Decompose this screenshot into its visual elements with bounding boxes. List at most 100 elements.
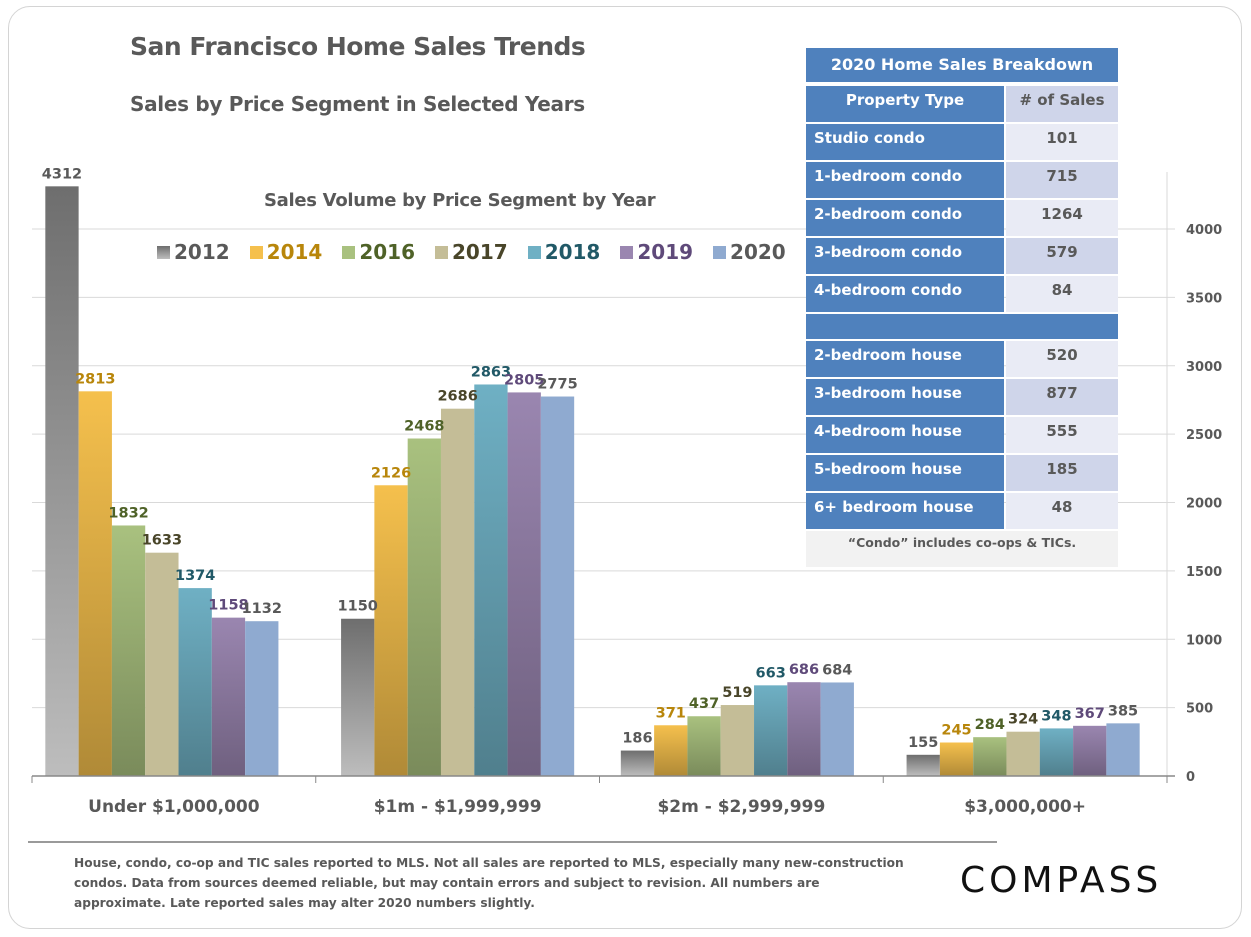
property-type: 4-bedroom house [806, 417, 1004, 453]
property-type: Studio condo [806, 124, 1004, 160]
table-row: 4-bedroom condo 84 [806, 276, 1118, 312]
sales-count: 715 [1006, 162, 1118, 198]
legend-item-2014: 2014 [249, 240, 323, 264]
table-row: 1-bedroom condo 715 [806, 162, 1118, 198]
table-row: Studio condo 101 [806, 124, 1118, 160]
legend-label: 2019 [637, 240, 694, 264]
data-label: 348 [1041, 708, 1071, 724]
data-label: 155 [908, 735, 938, 751]
legend-item-2019: 2019 [620, 240, 693, 264]
data-label: 4312 [42, 166, 82, 182]
legend-label: 2016 [359, 240, 416, 264]
data-label: 1633 [142, 533, 182, 549]
bar-2012-3 [906, 754, 940, 776]
axes: 0 500 1000 1500 2000 2500 3000 3500 4000 Under $1… [31, 172, 1222, 817]
data-label: 1132 [242, 601, 282, 617]
bar-2016-3 [973, 737, 1007, 776]
data-label: 284 [975, 717, 1005, 733]
bar-2017-3 [1006, 731, 1040, 776]
data-label: 2686 [437, 389, 477, 405]
data-label: 1832 [108, 505, 148, 521]
bar-2012-2 [620, 750, 655, 776]
legend-item-2012: 2012 [157, 240, 230, 264]
legend-item-2020: 2020 [713, 240, 786, 264]
legend-item-2016: 2016 [342, 240, 415, 264]
table-row: 2-bedroom house 520 [806, 341, 1118, 377]
sales-count: 1264 [1006, 200, 1118, 236]
y-tick-label: 4000 [1186, 223, 1222, 238]
chart-legend: 2012 2014 2016 2017 2018 2019 2020 [157, 240, 786, 264]
legend-label: 2018 [544, 240, 601, 264]
y-tick-label: 1500 [1186, 565, 1222, 580]
sales-count: 48 [1006, 493, 1118, 529]
data-label: 2863 [471, 364, 511, 380]
table-row: 3-bedroom house 877 [806, 379, 1118, 415]
bar-2016-2 [687, 716, 721, 776]
compass-logo: COMPASS [960, 860, 1163, 901]
bar-2014-2 [654, 725, 688, 776]
bar-2017-1 [440, 408, 475, 776]
data-label: 1158 [208, 598, 248, 614]
bar-2016-1 [407, 438, 441, 776]
bar-2018-2 [754, 685, 788, 776]
legend-swatch [713, 245, 727, 259]
bar-2018-1 [474, 384, 508, 776]
table-row: 3-bedroom condo 579 [806, 238, 1118, 274]
data-label: 1374 [175, 568, 215, 584]
x-tick-label: $1m - $1,999,999 [374, 797, 542, 817]
sales-count: 520 [1006, 341, 1118, 377]
bar-2012-0 [45, 186, 79, 777]
y-tick-label: 2500 [1186, 428, 1222, 443]
bar-2018-0 [178, 588, 212, 776]
sales-count: 555 [1006, 417, 1118, 453]
property-type: 3-bedroom house [806, 379, 1004, 415]
legend-swatch [435, 245, 449, 259]
section-separator [806, 314, 1118, 339]
y-tick-label: 500 [1186, 702, 1213, 717]
sales-count: 579 [1006, 238, 1118, 274]
bar-2020-3 [1106, 723, 1140, 776]
bar-2017-2 [720, 705, 755, 776]
data-label: 245 [941, 722, 971, 738]
x-tick-label: $3,000,000+ [964, 797, 1086, 817]
bar-2020-1 [540, 396, 575, 776]
bar-2017-0 [145, 552, 179, 776]
legend-swatch [620, 245, 634, 259]
data-label: 1150 [338, 599, 378, 615]
bar-2016-0 [111, 525, 146, 776]
sales-count: 185 [1006, 455, 1118, 491]
page-subtitle: Sales by Price Segment in Selected Years [130, 92, 585, 116]
y-tick-label: 3000 [1186, 360, 1222, 375]
x-tick-label: Under $1,000,000 [88, 797, 260, 817]
data-label: 2126 [371, 465, 411, 481]
chart-frame [8, 6, 1242, 929]
sales-count: 101 [1006, 124, 1118, 160]
bar-2019-0 [211, 617, 246, 776]
table-row: 2-bedroom condo 1264 [806, 200, 1118, 236]
data-label: 2813 [75, 371, 115, 387]
bar-2020-0 [245, 621, 279, 776]
table-row: 6+ bedroom house 48 [806, 493, 1118, 529]
bar-2014-3 [939, 742, 974, 776]
legend-label: 2020 [730, 240, 786, 264]
data-label: 684 [822, 662, 852, 678]
breakdown-note: “Condo” includes co-ops & TICs. [806, 531, 1118, 567]
chart-title: Sales Volume by Price Segment by Year [264, 190, 656, 211]
bar-2019-3 [1073, 725, 1107, 776]
sales-count: 877 [1006, 379, 1118, 415]
breakdown-table: 2020 Home Sales Breakdown Property Type … [806, 48, 1118, 567]
data-label: 686 [789, 662, 819, 678]
x-tick-label: $2m - $2,999,999 [657, 797, 825, 817]
legend-swatch [249, 245, 263, 259]
legend-label: 2014 [266, 240, 323, 264]
table-row: 4-bedroom house 555 [806, 417, 1118, 453]
footnote: House, condo, co-op and TIC sales report… [74, 856, 904, 910]
data-label: 519 [722, 685, 752, 701]
property-type: 3-bedroom condo [806, 238, 1004, 274]
data-label: 2775 [537, 377, 577, 393]
sales-count: 84 [1006, 276, 1118, 312]
data-label: 367 [1075, 706, 1105, 722]
bar-2012-1 [341, 618, 375, 776]
y-tick-label: 0 [1186, 770, 1195, 785]
